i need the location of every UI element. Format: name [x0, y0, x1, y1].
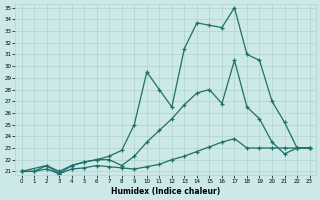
X-axis label: Humidex (Indice chaleur): Humidex (Indice chaleur)	[111, 187, 220, 196]
